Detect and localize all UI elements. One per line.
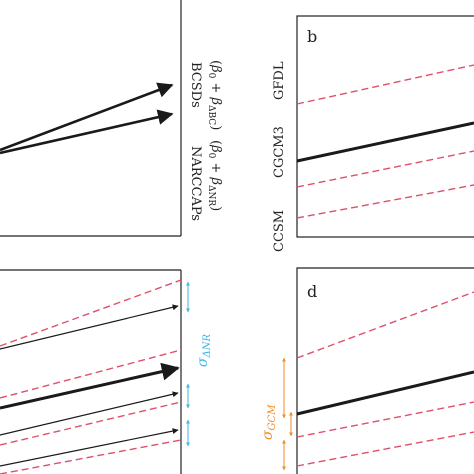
model-label-cgcm3: CGCM3	[272, 126, 287, 178]
panel-c-thin-arrow-1	[0, 304, 179, 350]
bcsds-formula: (β0 + βΔBC)	[206, 60, 223, 130]
panel-d-letter: d	[307, 282, 317, 301]
bcsds-label: BCSDs	[188, 62, 203, 108]
panel-c-dashed-line-4	[0, 439, 182, 474]
narccaps-label: NARCCAPs	[188, 146, 203, 221]
model-label-ccsm: CCSM	[272, 210, 287, 252]
narccaps-formula: (β0 + βΔNR)	[206, 140, 223, 211]
model-label-gfdl: GFDL	[272, 61, 287, 100]
panel-c-mean-arrow	[0, 362, 180, 410]
panel-d-mean-line	[296, 370, 474, 416]
panel-d-dashed-line-3	[296, 431, 474, 467]
panel-c-dashed-line-1	[0, 279, 182, 347]
panel-d-dashed-line-2	[296, 401, 474, 438]
sigma-nr-label: σΔNR	[195, 334, 213, 368]
panel-b: b GFDL CGCM3 CCSM	[272, 15, 474, 252]
panel-c-thin-arrow-3	[0, 428, 179, 467]
panel-c-dashed-line-3	[0, 401, 182, 446]
panel-b-letter: b	[307, 27, 317, 46]
ccsm-dashed-line	[296, 184, 474, 219]
panel-c-thin-arrow-2	[0, 391, 179, 436]
panel-c: σΔNR	[0, 269, 213, 474]
panel-b-frame	[296, 15, 474, 238]
gfdl-dashed-line	[296, 64, 474, 105]
panel-d-dashed-line-1	[296, 291, 474, 359]
bcsds-arrow	[0, 82, 174, 152]
panel-b-mean-line	[296, 121, 474, 163]
sigma-gcm-label: σGCM	[260, 404, 278, 440]
panel-d-frame	[296, 267, 474, 474]
panel-a: BCSDs (β0 + βΔBC) NARCCAPs (β0 + βΔNR)	[0, 0, 223, 237]
panel-d: d σGCM	[260, 267, 474, 474]
panel-c-dashed-line-2	[0, 349, 182, 399]
cgcm3-dashed-line	[296, 150, 474, 188]
narccaps-arrow	[0, 109, 174, 155]
